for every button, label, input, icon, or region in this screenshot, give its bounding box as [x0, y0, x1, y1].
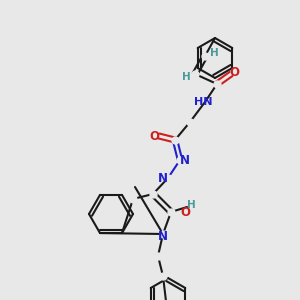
Text: H: H — [187, 200, 195, 210]
Text: O: O — [180, 206, 190, 218]
Text: N: N — [180, 154, 190, 167]
Text: O: O — [229, 65, 239, 79]
Text: HN: HN — [194, 97, 212, 107]
Text: H: H — [182, 72, 190, 82]
Text: O: O — [149, 130, 159, 142]
Text: H: H — [210, 48, 218, 58]
Text: N: N — [158, 230, 168, 242]
Text: N: N — [158, 172, 168, 185]
